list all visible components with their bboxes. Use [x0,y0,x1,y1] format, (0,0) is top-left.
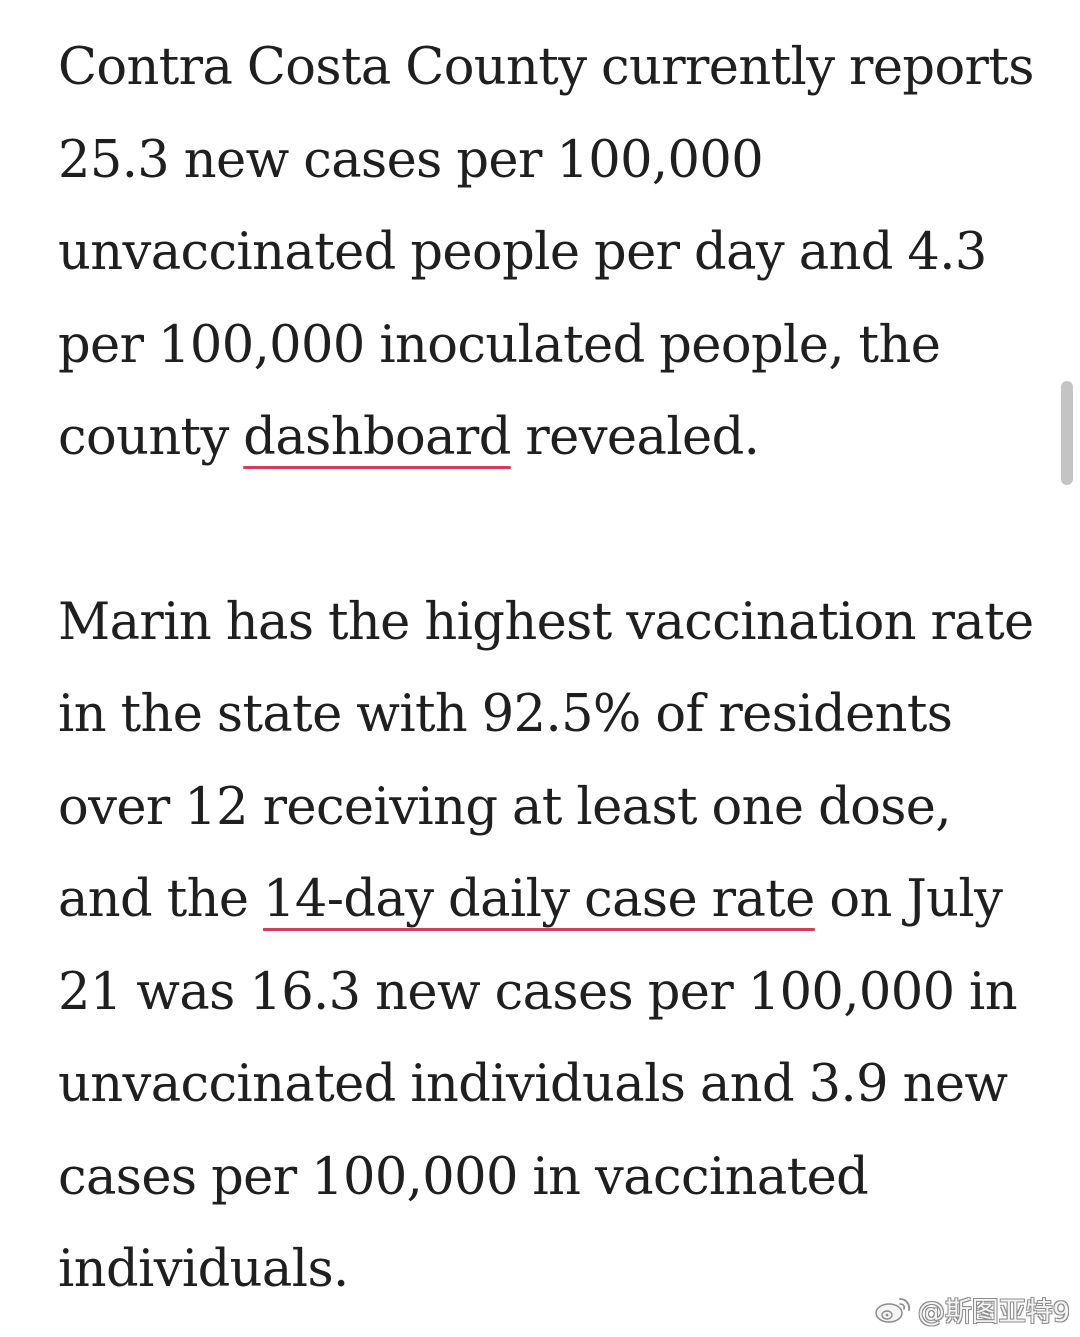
scrollbar-thumb[interactable] [1061,381,1073,485]
weibo-icon [875,1297,910,1323]
paragraph-text: Marin has the highest vaccination rate i… [58,592,1034,930]
dashboard-link[interactable]: dashboard [243,408,511,467]
watermark: @斯图亚特9 [872,1290,1070,1329]
case-rate-link[interactable]: 14-day daily case rate [263,870,815,929]
paragraph-text: Contra Costa County currently reports 25… [58,38,1034,467]
paragraph-text: revealed. [510,408,760,467]
watermark-text: @斯图亚特9 [917,1297,1070,1328]
article-body: Contra Costa County currently reports 25… [58,22,1038,1317]
paragraph-marin: Marin has the highest vaccination rate i… [58,577,1038,1317]
paragraph-contra-costa: Contra Costa County currently reports 25… [58,22,1038,485]
paragraph-text: on July 21 was 16.3 new cases per 100,00… [58,870,1018,1299]
